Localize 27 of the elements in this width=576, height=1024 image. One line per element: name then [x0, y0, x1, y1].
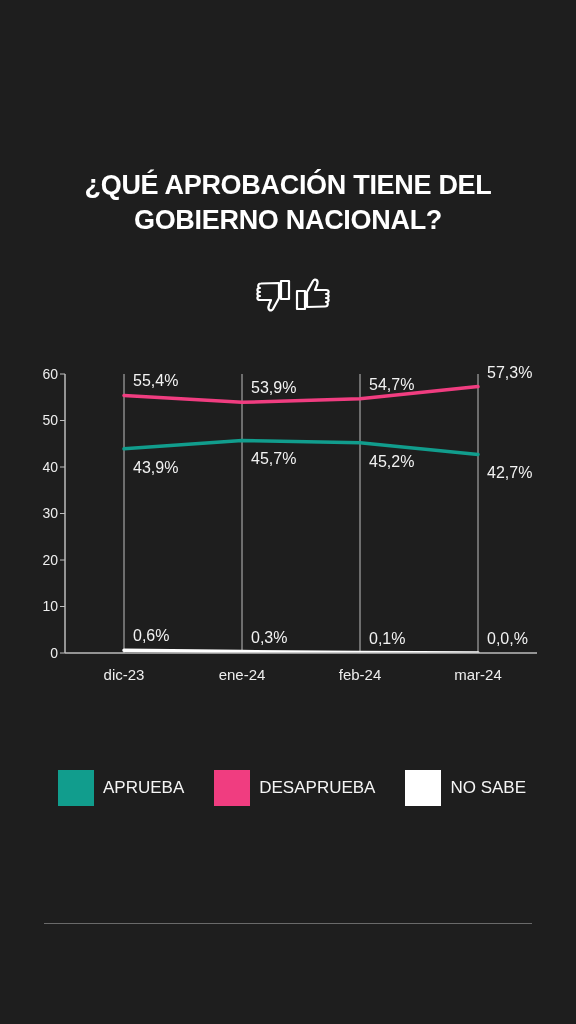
data-label: 55,4% — [133, 372, 179, 390]
legend-label: DESAPRUEBA — [259, 778, 376, 798]
y-tick-label: 10 — [42, 598, 59, 615]
data-label: 45,2% — [369, 452, 415, 470]
data-label: 0,0,% — [487, 630, 528, 647]
chart-title: ¿QUÉ APROBACIÓN TIENE DEL GOBIERNO NACIONAL? — [83, 168, 493, 237]
data-label: 53,9% — [251, 379, 297, 397]
x-tick-label: feb-24 — [338, 665, 382, 683]
y-tick-label: 50 — [42, 412, 59, 429]
y-tick-label: 60 — [42, 365, 59, 382]
data-label: 57,3% — [487, 363, 533, 381]
y-tick-label: 0 — [50, 644, 59, 661]
data-label: 42,7% — [487, 464, 533, 482]
legend-label: NO SABE — [450, 778, 527, 798]
data-label: 54,7% — [369, 375, 415, 393]
data-label: 0,1% — [369, 629, 406, 647]
data-label: 0,3% — [251, 628, 288, 646]
y-tick-label: 30 — [42, 505, 59, 522]
legend-label: APRUEBA — [103, 778, 185, 798]
data-label: 0,6% — [133, 627, 170, 645]
x-tick-label: ene-24 — [218, 665, 266, 683]
x-tick-label: mar-24 — [454, 665, 502, 683]
y-tick-label: 20 — [42, 551, 59, 568]
data-label: 43,9% — [133, 458, 179, 476]
data-label: 45,7% — [251, 450, 297, 468]
x-tick-label: dic-23 — [103, 665, 145, 683]
y-tick-label: 40 — [42, 458, 59, 475]
